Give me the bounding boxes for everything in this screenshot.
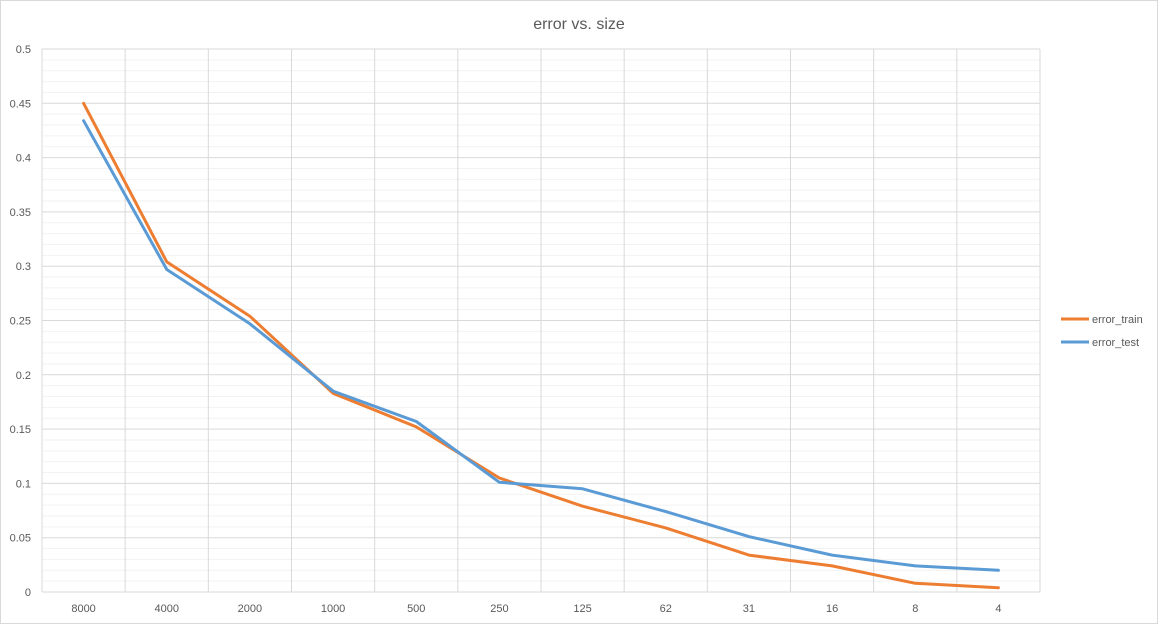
chart-title: error vs. size bbox=[533, 16, 625, 33]
y-tick-label: 0.4 bbox=[16, 153, 31, 165]
y-tick-label: 0 bbox=[25, 587, 31, 599]
series-line-error-train bbox=[82, 101, 1000, 590]
y-axis-tick-labels: 0 0.05 0.1 0.15 0.2 0.25 0.3 0.35 0.4 0.45 0.5 bbox=[10, 44, 31, 599]
legend: error_train error_test bbox=[1061, 314, 1143, 349]
x-tick-label: 1000 bbox=[321, 603, 345, 615]
x-tick-label: 8 bbox=[912, 603, 918, 615]
x-tick-label: 31 bbox=[743, 603, 755, 615]
y-tick-label: 0.3 bbox=[16, 261, 31, 273]
x-axis-tick-labels: 8000 4000 2000 1000 500 250 125 62 31 16 8 4 bbox=[71, 603, 1001, 615]
x-tick-label: 4 bbox=[995, 603, 1001, 615]
y-tick-label: 0.2 bbox=[16, 370, 31, 382]
series-line-error-test bbox=[82, 119, 1000, 572]
x-tick-label: 250 bbox=[490, 603, 508, 615]
x-tick-label: 125 bbox=[573, 603, 591, 615]
legend-label: error_test bbox=[1092, 337, 1139, 349]
x-tick-label: 4000 bbox=[155, 603, 179, 615]
x-tick-label: 62 bbox=[660, 603, 672, 615]
y-tick-label: 0.05 bbox=[10, 533, 31, 545]
x-tick-label: 2000 bbox=[238, 603, 262, 615]
y-tick-label: 0.1 bbox=[16, 478, 31, 490]
x-tick-label: 16 bbox=[826, 603, 838, 615]
major-gridlines bbox=[41, 48, 1041, 593]
series-layer bbox=[82, 101, 1000, 590]
y-tick-label: 0.35 bbox=[10, 207, 31, 219]
x-tick-label: 8000 bbox=[71, 603, 95, 615]
y-tick-label: 0.15 bbox=[10, 424, 31, 436]
legend-label: error_train bbox=[1092, 314, 1143, 326]
y-tick-label: 0.25 bbox=[10, 316, 31, 328]
y-tick-label: 0.5 bbox=[16, 44, 31, 56]
x-tick-label: 500 bbox=[407, 603, 425, 615]
y-tick-label: 0.45 bbox=[10, 98, 31, 110]
